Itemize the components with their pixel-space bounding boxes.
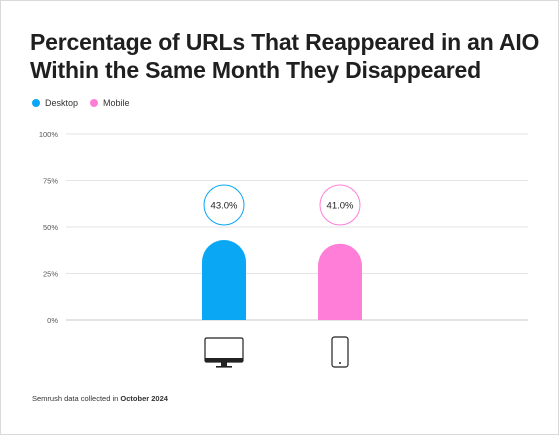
footnote-date: October 2024 [120, 394, 168, 403]
legend-swatch-mobile [90, 99, 99, 107]
data-label: 41.0% [327, 201, 354, 212]
y-tick-label: 100% [39, 130, 59, 139]
data-label: 43.0% [211, 201, 238, 212]
legend-label-mobile: Mobile [103, 98, 130, 108]
value-bubble [319, 184, 361, 226]
y-tick-label: 0% [47, 316, 58, 325]
bar-desktop [202, 240, 246, 320]
desktop-monitor-icon [204, 337, 244, 368]
legend-item-mobile: Mobile [90, 98, 130, 108]
footnote: Semrush data collected in October 2024 [32, 394, 168, 403]
legend-swatch-desktop [32, 99, 40, 107]
value-bubble [203, 184, 245, 226]
chart-title: Percentage of URLs That Reappeared in an… [30, 29, 540, 83]
mobile-phone-icon [331, 336, 349, 368]
y-tick-label: 75% [43, 177, 58, 186]
y-tick-label: 25% [43, 270, 58, 279]
bar-mobile [318, 243, 362, 320]
legend-label-desktop: Desktop [45, 98, 79, 108]
footnote-prefix: Semrush data collected in [32, 394, 119, 403]
y-tick-label: 50% [43, 223, 58, 232]
legend-item-desktop: Desktop [32, 98, 78, 108]
legend: Desktop Mobile [32, 98, 142, 108]
